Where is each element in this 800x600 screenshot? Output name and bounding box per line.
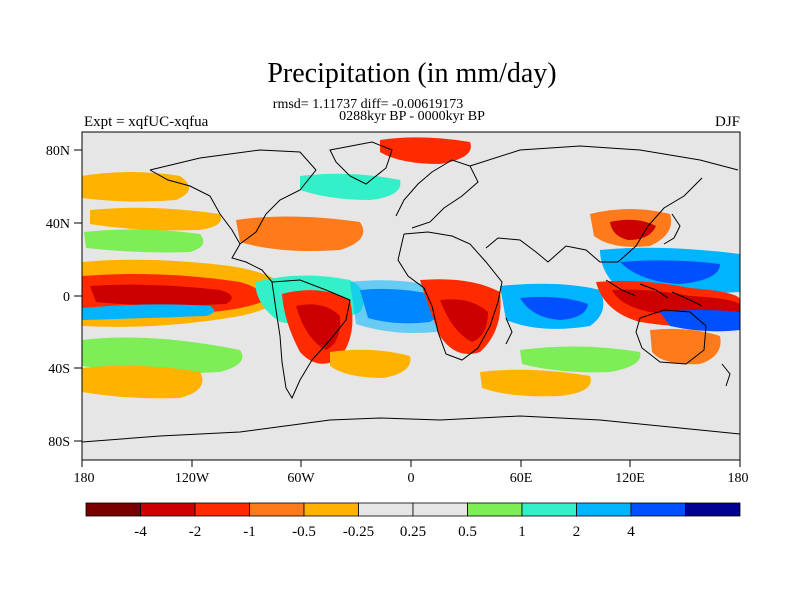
colorbar-box xyxy=(521,502,577,517)
coast-greenland xyxy=(329,141,393,185)
period-line: 0288kyr BP - 0000kyr BP xyxy=(339,109,485,124)
lat-label: 40S xyxy=(48,362,70,377)
colorbar-box xyxy=(303,502,359,517)
coast-asia xyxy=(469,145,739,263)
coast-alaska xyxy=(149,169,241,245)
colorbar-label: -2 xyxy=(189,524,202,540)
s-pacific-dry xyxy=(82,365,203,399)
stats-line: rmsd= 1.11737 diff= -0.00619173 xyxy=(273,97,463,112)
colorbar-label: -0.5 xyxy=(292,524,316,540)
experiment-label: Expt = xqfUC-xqfua xyxy=(84,114,209,130)
colorbar-box xyxy=(685,502,741,517)
s-atlantic-dry xyxy=(330,349,411,378)
lon-label: 120E xyxy=(615,471,645,486)
figure-title: Precipitation (in mm/day) xyxy=(267,58,556,89)
colorbar-label: 4 xyxy=(627,524,635,540)
coast-australia xyxy=(635,309,707,365)
lon-label: 60E xyxy=(510,471,533,486)
lon-label: 180 xyxy=(74,471,95,486)
coastlines xyxy=(82,141,740,443)
lon-label: 60W xyxy=(287,471,315,486)
lon-axis: 180 120W 60W 0 60E 120E 180 xyxy=(74,460,749,486)
season-label: DJF xyxy=(715,114,740,130)
n-pacific-dry xyxy=(82,172,190,202)
lat-axis: 80N 40N 0 40S 80S xyxy=(46,144,82,450)
n-pacific-dry-2 xyxy=(90,207,222,231)
colorbar-box xyxy=(630,502,686,517)
australia-dry xyxy=(650,328,721,365)
coast-north-america xyxy=(149,149,317,283)
lon-label: 0 xyxy=(408,471,415,486)
colorbar-label: 1 xyxy=(518,524,526,540)
greenland-dry xyxy=(380,137,471,164)
coast-south-america xyxy=(271,279,351,400)
n-atlantic-dry xyxy=(236,216,364,251)
lon-label: 180 xyxy=(728,471,749,486)
coast-africa xyxy=(397,231,503,361)
coast-japan xyxy=(663,213,681,245)
colorbar-box xyxy=(467,502,523,517)
anomaly-fields xyxy=(82,137,740,399)
lat-label: 40N xyxy=(46,217,70,232)
pacific-wet-stripe xyxy=(82,304,215,320)
s-indian-wet xyxy=(520,346,641,373)
s-pacific-wet xyxy=(82,337,243,374)
coast-antarctica xyxy=(82,415,740,443)
samerica-dry-core xyxy=(296,304,341,350)
colorbar-label: -1 xyxy=(243,524,256,540)
n-pacific-wet xyxy=(84,229,204,253)
lat-label: 80N xyxy=(46,144,70,159)
colorbar-box xyxy=(194,502,250,517)
colorbar-box xyxy=(85,502,141,517)
pacific-dry-deep xyxy=(90,284,232,306)
lat-label: 0 xyxy=(63,290,70,305)
colorbar-box xyxy=(140,502,196,517)
colorbar-box xyxy=(249,502,305,517)
colorbar-box xyxy=(412,502,468,517)
colorbar-label: -4 xyxy=(134,524,147,540)
coast-madagascar xyxy=(505,317,513,345)
coast-new-zealand xyxy=(721,363,731,387)
colorbar-box xyxy=(576,502,632,517)
n-atlantic-wet xyxy=(300,173,401,200)
s-indian-dry xyxy=(480,369,591,397)
colorbar: -4 -2 -1 -0.5 -0.25 0.25 0.5 1 2 4 xyxy=(85,502,741,540)
indian-ocean-core xyxy=(520,296,588,320)
coast-maritime xyxy=(605,279,703,307)
lat-label: 80S xyxy=(48,435,70,450)
colorbar-box xyxy=(358,502,414,517)
colorbar-label: 2 xyxy=(573,524,581,540)
map-panel xyxy=(82,132,740,460)
warm-pool-core xyxy=(620,260,720,284)
east-asia-dry-core xyxy=(610,219,656,240)
lon-label: 120W xyxy=(175,471,210,486)
colorbar-label: -0.25 xyxy=(343,524,374,540)
colorbar-label: 0.25 xyxy=(400,524,426,540)
colorbar-label: 0.5 xyxy=(458,524,477,540)
africa-dry-core xyxy=(440,299,488,342)
